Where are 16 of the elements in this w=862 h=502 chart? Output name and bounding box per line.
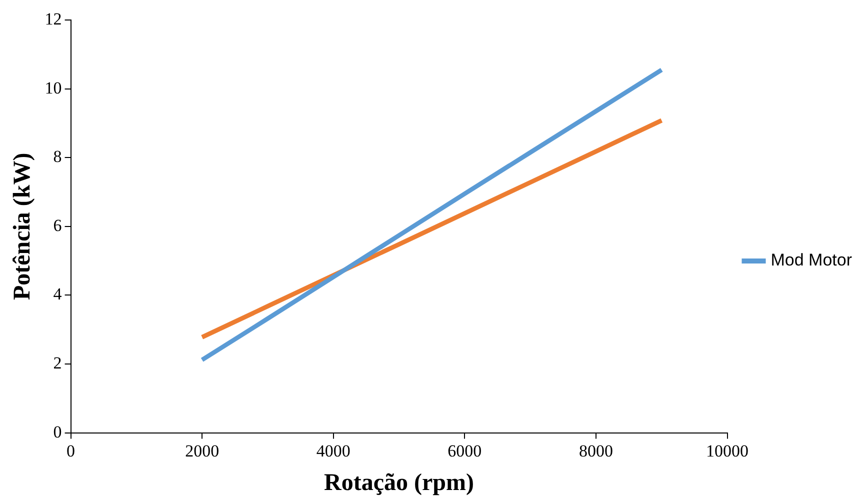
y-tick-label: 0 <box>53 422 62 442</box>
y-tick-label: 2 <box>53 353 62 372</box>
y-tick-label: 4 <box>53 284 62 304</box>
x-axis-title: Rotação (rpm) <box>324 470 474 496</box>
x-tick-label: 4000 <box>316 441 350 460</box>
legend-label: Mod Motor <box>770 250 852 270</box>
x-tick-label: 10000 <box>706 441 748 460</box>
y-tick-label: 10 <box>44 78 62 98</box>
y-axis-title: Potência (kW) <box>10 152 36 300</box>
x-tick-label: 2000 <box>185 441 220 460</box>
y-tick-label: 8 <box>53 147 62 166</box>
y-tick-label: 6 <box>53 216 62 235</box>
x-tick-label: 0 <box>66 441 76 460</box>
x-tick-label: 6000 <box>448 441 482 460</box>
y-tick-label: 12 <box>44 9 62 28</box>
x-tick-label: 8000 <box>578 441 613 460</box>
